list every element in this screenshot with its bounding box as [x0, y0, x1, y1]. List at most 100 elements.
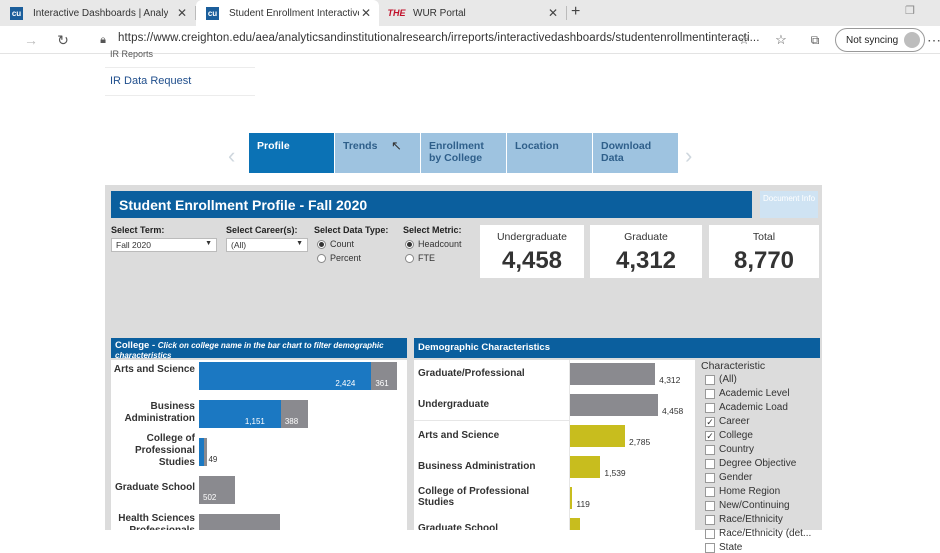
bar-undergraduate[interactable]	[199, 400, 281, 428]
characteristic-label[interactable]: Arts and Science	[418, 430, 500, 441]
divider	[414, 420, 569, 421]
bar-graduate[interactable]	[203, 438, 208, 466]
college-label[interactable]: Business Administration	[124, 401, 195, 424]
tab-location[interactable]: Location	[507, 133, 592, 173]
demographic-bar[interactable]	[570, 394, 658, 416]
close-tab-icon[interactable]: ✕	[176, 6, 187, 20]
characteristic-checkbox[interactable]: Academic Load	[705, 402, 788, 413]
datatype-percent-radio[interactable]: Percent	[317, 253, 361, 263]
characteristic-checkbox[interactable]: Home Region	[705, 486, 780, 497]
bar-undergraduate[interactable]	[199, 362, 372, 390]
tab-trends[interactable]: Trends	[335, 133, 420, 173]
bar-graduate[interactable]	[371, 362, 397, 390]
characteristic-checkbox[interactable]: New/Continuing	[705, 500, 790, 511]
characteristic-label[interactable]: College of Professional Studies	[418, 486, 530, 508]
kpi-graduate: Graduate 4,312	[590, 225, 702, 278]
lock-icon[interactable]: 🔒︎	[100, 33, 106, 46]
checkbox-icon	[705, 444, 715, 455]
datatype-count-radio[interactable]: Count	[317, 239, 354, 249]
checkbox-label: Home Region	[719, 486, 781, 497]
radio-selected-icon	[405, 239, 414, 249]
characteristic-checkbox[interactable]: State	[705, 542, 742, 553]
favorites-icon[interactable]: ☆	[775, 32, 787, 47]
characteristic-label[interactable]: Graduate/Professional	[418, 368, 525, 379]
tab-enrollment-by-college[interactable]: Enrollment by College	[421, 133, 506, 173]
characteristic-checkbox[interactable]: (All)	[705, 374, 737, 385]
characteristic-checkbox[interactable]: Country	[705, 444, 754, 455]
browser-tab-enrollment[interactable]: cu Student Enrollment Interactive | ✕	[196, 0, 379, 26]
checkbox-label: Gender	[719, 472, 753, 483]
radio-icon	[405, 253, 414, 263]
checkbox-label: State	[719, 542, 743, 553]
bar-graduate[interactable]	[280, 400, 309, 428]
mouse-cursor-icon: ↖	[391, 138, 402, 153]
bar-value-label: 49	[208, 455, 218, 464]
checkbox-icon	[705, 514, 715, 525]
characteristic-checkbox[interactable]: Academic Level	[705, 388, 790, 399]
browser-tab-wur[interactable]: THE WUR Portal ✕	[380, 0, 566, 26]
characteristic-checkbox[interactable]: ✓ College	[705, 430, 753, 441]
checkbox-icon	[705, 388, 715, 399]
characteristic-checkbox[interactable]: ✓ Career	[705, 416, 750, 427]
term-select[interactable]: Fall 2020 ▼	[111, 238, 217, 252]
metric-headcount-radio[interactable]: Headcount	[405, 239, 462, 249]
demographic-bar[interactable]	[570, 456, 601, 478]
divider	[105, 67, 255, 68]
site-settings-icon[interactable]: ☆	[738, 33, 750, 47]
tab-title: Student Enrollment Interactive |	[229, 7, 359, 19]
college-label[interactable]: College of Professional Studies	[134, 433, 195, 468]
demographic-bar[interactable]	[570, 363, 656, 385]
checkbox-label: Race/Ethnicity (det...	[719, 528, 812, 539]
demographic-bar[interactable]	[570, 487, 573, 509]
new-tab-icon[interactable]: +	[571, 3, 581, 20]
nav-prev-icon[interactable]: ‹	[228, 143, 236, 168]
more-menu-icon[interactable]: ⋯	[927, 31, 940, 48]
kpi-value: 8,770	[733, 247, 795, 274]
url-field[interactable]: https://www.creighton.edu/aea/analyticsa…	[118, 32, 760, 44]
demographic-bar[interactable]	[570, 425, 625, 447]
collections-icon[interactable]: ⧉	[810, 32, 820, 47]
college-label[interactable]: Graduate School	[114, 482, 195, 493]
window-restore-icon[interactable]: ❐	[905, 5, 915, 17]
document-info-button[interactable]: Document Info	[760, 191, 818, 218]
forward-icon[interactable]: →	[24, 32, 38, 48]
career-label: Select Career(s):	[226, 225, 298, 235]
characteristic-label[interactable]: Graduate School	[418, 523, 499, 530]
metric-fte-radio[interactable]: FTE	[405, 253, 435, 263]
characteristic-label[interactable]: Undergraduate	[418, 399, 490, 410]
browser-tab-dashboards[interactable]: cu Interactive Dashboards | Analytic ✕	[0, 0, 195, 26]
college-label[interactable]: Health Sciences Professionals	[118, 513, 195, 530]
axis-line	[569, 360, 570, 530]
characteristic-checkbox[interactable]: Degree Objective	[705, 458, 796, 469]
close-tab-icon[interactable]: ✕	[360, 6, 371, 20]
tab-title: Interactive Dashboards | Analytic	[33, 7, 168, 19]
bar-graduate[interactable]	[199, 476, 235, 504]
bar-graduate[interactable]	[199, 514, 281, 530]
characteristic-checkbox[interactable]: Gender	[705, 472, 752, 483]
career-select[interactable]: (All) ▼	[226, 238, 308, 252]
tab-title: WUR Portal	[413, 7, 466, 19]
tab-download-data[interactable]: Download Data	[593, 133, 678, 173]
sidebar-link-ir-data-request[interactable]: IR Data Request	[110, 75, 192, 87]
profile-sync-button[interactable]: Not syncing	[835, 28, 925, 52]
characteristic-header: Characteristic	[701, 360, 766, 372]
sidebar-link-ir-reports[interactable]: IR Reports	[110, 49, 154, 59]
avatar-icon	[904, 32, 920, 48]
college-label[interactable]: Arts and Science	[113, 364, 195, 375]
checkbox-icon	[705, 472, 715, 483]
checkbox-icon	[705, 402, 715, 413]
bar-undergraduate[interactable]	[199, 438, 204, 466]
characteristic-checkbox[interactable]: Race/Ethnicity	[705, 514, 783, 525]
characteristic-label[interactable]: Business Administration	[418, 461, 536, 472]
close-tab-icon[interactable]: ✕	[547, 6, 558, 20]
nav-next-icon[interactable]: ›	[685, 143, 693, 168]
checkbox-label: Career	[719, 416, 750, 427]
characteristic-checkbox[interactable]: Race/Ethnicity (det...	[705, 528, 811, 539]
kpi-label: Undergraduate	[496, 231, 568, 243]
creighton-favicon-icon: cu	[10, 6, 23, 20]
tab-profile[interactable]: Profile	[249, 133, 334, 173]
bar-value-label: 361	[375, 379, 389, 388]
demographic-bar[interactable]	[570, 518, 580, 530]
checkbox-icon	[705, 542, 715, 553]
refresh-icon[interactable]: ↻	[57, 31, 69, 48]
